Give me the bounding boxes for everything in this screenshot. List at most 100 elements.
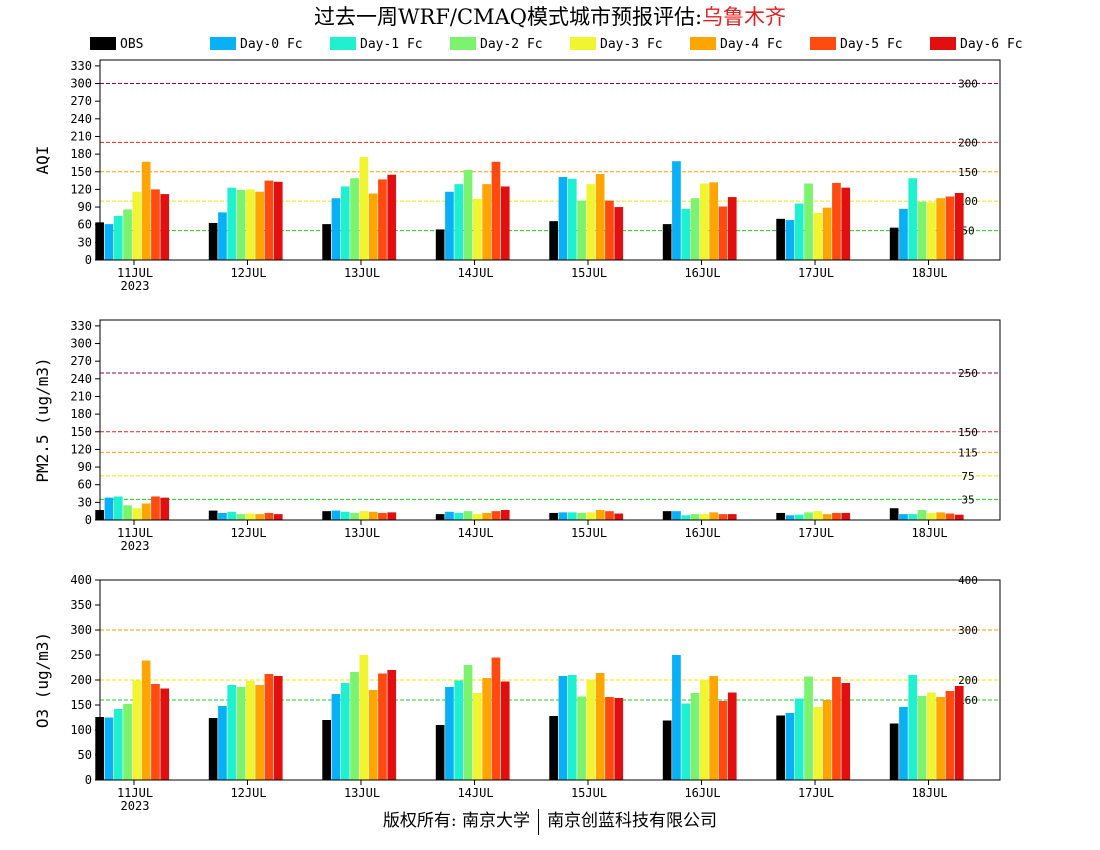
bar-1-5-3 bbox=[482, 512, 491, 520]
bar-0-4-1 bbox=[246, 189, 255, 260]
bar-1-3-6 bbox=[804, 512, 813, 520]
bar-1-1-4 bbox=[558, 512, 568, 520]
ytick-label-0-6: 180 bbox=[70, 147, 92, 161]
threshold-label-1-2: 115 bbox=[958, 446, 978, 459]
threshold-label-0-3: 200 bbox=[958, 136, 978, 149]
bar-2-6-2 bbox=[378, 673, 387, 780]
bar-2-3-4 bbox=[577, 696, 586, 780]
bar-2-4-5 bbox=[700, 680, 709, 780]
bar-1-2-2 bbox=[340, 511, 350, 520]
ylabel-0: AQI bbox=[33, 146, 52, 175]
bar-2-1-6 bbox=[785, 713, 795, 780]
footer-copyright: 版权所有: 南京大学 bbox=[382, 811, 531, 831]
xtick-label-0-2: 13JUL bbox=[344, 266, 380, 280]
bar-2-7-5 bbox=[727, 692, 737, 780]
bar-0-3-6 bbox=[804, 183, 813, 260]
bar-1-4-1 bbox=[246, 513, 255, 520]
ytick-label-1-5: 150 bbox=[70, 425, 92, 439]
bar-1-5-0 bbox=[141, 503, 151, 520]
ytick-label-1-3: 90 bbox=[78, 460, 92, 474]
ytick-label-1-6: 180 bbox=[70, 407, 92, 421]
ytick-label-1-9: 270 bbox=[70, 354, 92, 368]
bar-2-6-4 bbox=[605, 697, 614, 780]
ytick-label-2-1: 50 bbox=[78, 748, 92, 762]
bar-0-3-2 bbox=[350, 178, 359, 260]
ytick-label-0-3: 90 bbox=[78, 200, 92, 214]
legend-label-0: OBS bbox=[120, 37, 143, 52]
bar-0-2-3 bbox=[454, 184, 464, 260]
bar-2-2-0 bbox=[113, 709, 123, 780]
threshold-label-0-4: 300 bbox=[958, 78, 978, 91]
bar-1-7-6 bbox=[841, 512, 851, 520]
xtick-label-1-2: 13JUL bbox=[344, 526, 380, 540]
bar-2-2-2 bbox=[340, 683, 350, 780]
panel-1: 35 75 115 150 250 0 30 60 90 120 150 180 210 240 270 30… bbox=[33, 319, 1001, 553]
bar-2-3-2 bbox=[350, 672, 359, 780]
ytick-label-1-4: 120 bbox=[70, 442, 92, 456]
bar-0-7-2 bbox=[387, 174, 397, 260]
bar-1-6-0 bbox=[151, 496, 160, 520]
bar-1-6-5 bbox=[718, 514, 728, 520]
bar-1-3-2 bbox=[350, 512, 359, 520]
bar-2-3-3 bbox=[463, 665, 473, 780]
bar-0-3-4 bbox=[577, 200, 586, 260]
bar-1-1-7 bbox=[899, 514, 908, 520]
xtick-label-0-5: 16JUL bbox=[684, 266, 720, 280]
bar-0-7-3 bbox=[500, 186, 510, 260]
legend: OBS Day-0 Fc Day-1 Fc Day-2 Fc Day-3 Fc Day-4… bbox=[90, 37, 1023, 52]
bar-2-4-7 bbox=[927, 692, 936, 780]
bar-0-7-5 bbox=[727, 197, 737, 260]
ytick-label-1-2: 60 bbox=[78, 478, 92, 492]
threshold-label-0-0: 50 bbox=[961, 225, 974, 238]
bar-0-5-3 bbox=[482, 184, 491, 260]
threshold-label-1-0: 35 bbox=[961, 493, 974, 506]
xtick-label-2-5: 16JUL bbox=[684, 786, 720, 800]
bar-1-2-5 bbox=[681, 515, 691, 520]
threshold-label-2-1: 200 bbox=[958, 674, 978, 687]
legend-label-3: Day-2 Fc bbox=[480, 37, 543, 52]
legend-label-7: Day-6 Fc bbox=[960, 37, 1023, 52]
bar-1-0-4 bbox=[549, 512, 558, 520]
bar-1-7-5 bbox=[727, 514, 737, 520]
ytick-label-0-2: 60 bbox=[78, 218, 92, 232]
bar-0-6-6 bbox=[832, 182, 841, 260]
bar-1-2-0 bbox=[113, 496, 123, 520]
ytick-label-2-5: 250 bbox=[70, 648, 92, 662]
xtick-label-1-3: 14JUL bbox=[457, 526, 493, 540]
ytick-label-2-0: 0 bbox=[85, 773, 92, 787]
bar-1-3-5 bbox=[690, 514, 700, 520]
bar-0-7-1 bbox=[273, 181, 283, 260]
bar-1-5-7 bbox=[936, 512, 945, 520]
bar-0-6-0 bbox=[151, 189, 160, 260]
bar-0-1-6 bbox=[785, 220, 795, 260]
xtick-label-2-2: 13JUL bbox=[344, 786, 380, 800]
bar-2-5-4 bbox=[595, 673, 605, 780]
xtick-label-2-4: 15JUL bbox=[571, 786, 607, 800]
bar-0-5-2 bbox=[368, 193, 378, 260]
xtick-label-2-3: 14JUL bbox=[457, 786, 493, 800]
ytick-label-1-11: 330 bbox=[70, 319, 92, 333]
bar-2-7-2 bbox=[387, 670, 397, 780]
legend-label-2: Day-1 Fc bbox=[360, 37, 423, 52]
bar-0-6-7 bbox=[945, 196, 955, 260]
xtick-label-0-3: 14JUL bbox=[457, 266, 493, 280]
bar-1-3-0 bbox=[123, 505, 132, 520]
bar-1-0-1 bbox=[208, 510, 218, 520]
bar-1-5-4 bbox=[595, 510, 605, 520]
bar-0-0-2 bbox=[322, 224, 331, 260]
bar-1-4-5 bbox=[700, 514, 709, 520]
bar-1-6-6 bbox=[832, 512, 841, 520]
xtick-label-2-7: 18JUL bbox=[911, 786, 947, 800]
legend-label-1: Day-0 Fc bbox=[240, 37, 303, 52]
bar-1-4-7 bbox=[927, 512, 936, 520]
legend-swatch-6 bbox=[810, 37, 836, 50]
ytick-label-0-8: 240 bbox=[70, 112, 92, 126]
bar-1-7-0 bbox=[160, 497, 170, 520]
bar-0-4-7 bbox=[927, 202, 936, 260]
bar-0-6-2 bbox=[378, 179, 387, 260]
bar-1-4-6 bbox=[813, 511, 823, 520]
bar-0-2-5 bbox=[681, 208, 691, 260]
bar-1-3-3 bbox=[463, 511, 473, 520]
panel-2: 16020030040005010015020025030035040011JU… bbox=[33, 573, 1001, 813]
bar-2-4-1 bbox=[246, 681, 255, 780]
